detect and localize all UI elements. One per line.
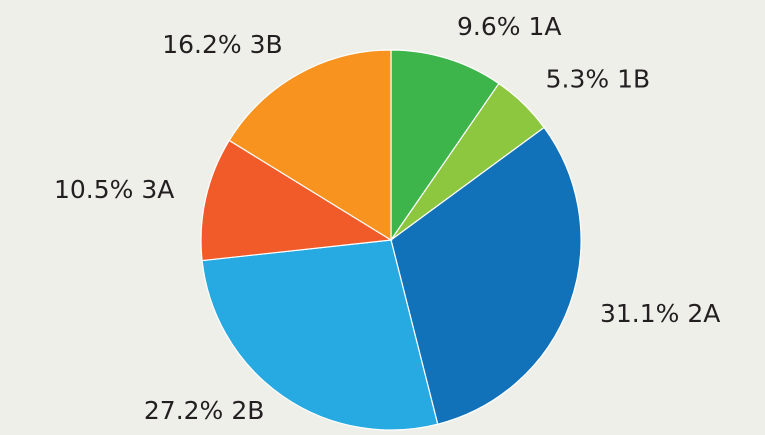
slice-label: 16.2% 3B [162,30,282,59]
slice-value-label: 9.6% [457,12,521,41]
slice-category-label: 1B [617,65,650,94]
slice-category-label: 2B [231,396,264,425]
pie-slice [201,239,439,431]
slice-category-label: 2A [687,299,720,328]
slice-value-label: 10.5% [54,175,133,204]
slice-value-label: 27.2% [144,396,223,425]
slice-category-label: 3A [141,175,174,204]
pie-slice [390,126,582,425]
slice-label: 5.3% 1B [546,65,651,94]
slice-label: 9.6% 1A [457,12,562,41]
slice-category-label: 1A [529,12,562,41]
pie-slice [390,49,500,242]
slice-label: 10.5% 3A [54,175,174,204]
pie-slice [200,139,393,262]
slice-value-label: 5.3% [546,65,610,94]
slice-label: 31.1% 2A [600,299,720,328]
pie-slice [228,49,392,242]
slice-category-label: 3B [250,30,283,59]
slice-value-label: 31.1% [600,299,679,328]
slice-label: 27.2% 2B [144,396,264,425]
slice-value-label: 16.2% [162,30,241,59]
